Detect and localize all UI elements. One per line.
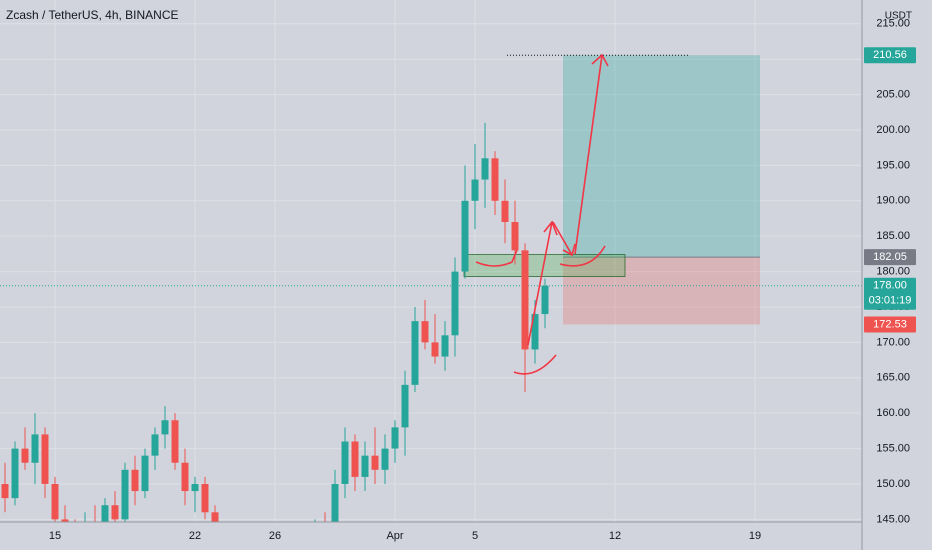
drawing-arrow (475, 249, 518, 267)
candle-body (201, 483, 209, 513)
candle-body (191, 483, 199, 492)
candle-body (171, 420, 179, 463)
candle-body (351, 441, 359, 477)
candle-body (361, 455, 369, 477)
y-tick-label: 145.00 (876, 513, 910, 525)
candle-body (331, 483, 339, 522)
x-tick-label: 5 (472, 530, 478, 542)
candle-body (431, 342, 439, 357)
candle-body (391, 427, 399, 449)
drawing-arrow (574, 53, 609, 255)
plot-area (0, 0, 862, 522)
candle-body (121, 469, 129, 520)
price-label: 172.53 (873, 318, 907, 330)
candle-body (31, 434, 39, 463)
candle-body (211, 512, 219, 522)
drawing-arrow (552, 221, 576, 257)
candle-body (471, 179, 479, 201)
candle-body (21, 448, 29, 463)
candle-body (51, 483, 59, 520)
candle-body (481, 158, 489, 180)
x-tick-label: 22 (189, 530, 201, 542)
candle-body (141, 455, 149, 492)
candle-body (461, 200, 469, 272)
candle-body (521, 250, 529, 350)
candle-body (11, 448, 19, 499)
y-tick-label: 180.00 (876, 265, 910, 277)
y-tick-label: 170.00 (876, 336, 910, 348)
stop-zone (563, 257, 760, 325)
candle-body (451, 271, 459, 336)
candle-body (411, 321, 419, 385)
y-tick-label: 205.00 (876, 88, 910, 100)
price-label-box (864, 249, 916, 266)
y-tick-label: 185.00 (876, 230, 910, 242)
candle-body (41, 434, 49, 484)
candle-body (371, 455, 379, 470)
drawing-arrow (559, 245, 606, 267)
y-tick-label: 155.00 (876, 442, 910, 454)
x-tick-label: 19 (749, 530, 761, 542)
candle-body (381, 448, 389, 470)
price-label-box (864, 316, 916, 333)
candle-body (1, 483, 9, 499)
countdown: 03:01:19 (869, 295, 912, 307)
candle-body (441, 335, 449, 357)
drawing-arrow (513, 354, 557, 375)
chart-title: Zcash / TetherUS, 4h, BINANCE (6, 8, 179, 22)
price-label: 182.05 (873, 251, 907, 263)
y-tick-label: 195.00 (876, 159, 910, 171)
y-tick-label: 200.00 (876, 124, 910, 136)
candle-body (151, 434, 159, 456)
price-label: 210.56 (873, 49, 907, 61)
candle-body (111, 505, 119, 520)
drawing-arrow (527, 220, 558, 346)
x-tick-label: 12 (609, 530, 621, 542)
price-label-box (864, 277, 916, 310)
y-tick-label: 150.00 (876, 478, 910, 490)
candle-body (401, 384, 409, 428)
candle-body (421, 321, 429, 343)
candle-body (101, 505, 109, 522)
target-zone (563, 55, 760, 258)
y-unit: USDT (885, 11, 912, 22)
candle-body (131, 469, 139, 492)
price-label: 178.00 (873, 280, 907, 292)
axes: 145.00150.00155.00160.00165.00170.00175.… (49, 18, 916, 542)
candle-body (541, 285, 549, 315)
y-tick-label: 215.00 (876, 18, 910, 30)
price-label-box (864, 47, 916, 64)
y-tick-label: 160.00 (876, 407, 910, 419)
candle-body (181, 462, 189, 492)
candle-body (61, 519, 69, 522)
y-tick-label: 190.00 (876, 195, 910, 207)
candle-body (501, 200, 509, 223)
candle-body (511, 222, 519, 251)
y-tick-label: 165.00 (876, 372, 910, 384)
candle-body (341, 441, 349, 484)
candle-body (161, 420, 169, 435)
candle-body (531, 314, 539, 350)
x-tick-label: 15 (49, 530, 61, 542)
x-tick-label: 26 (269, 530, 281, 542)
x-tick-label: Apr (386, 530, 403, 542)
candle-body (491, 158, 499, 201)
